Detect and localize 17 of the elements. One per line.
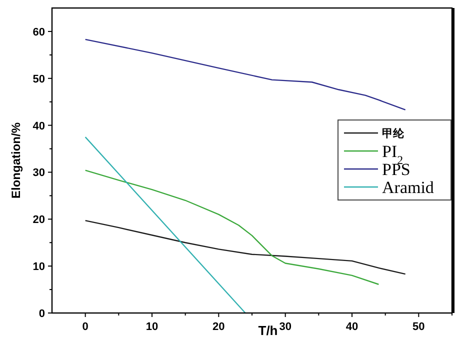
x-tick-label: 50 <box>412 321 425 333</box>
x-tick-label: 20 <box>212 321 225 333</box>
legend-label: 甲纶 <box>382 127 405 140</box>
x-tick-label: 0 <box>82 321 88 333</box>
legend-label: Aramid <box>382 178 434 197</box>
y-tick-label: 0 <box>38 308 45 320</box>
y-tick-label: 60 <box>32 26 45 38</box>
x-tick-label: 10 <box>146 321 158 333</box>
y-tick-label: 50 <box>32 73 45 86</box>
y-tick-label: 40 <box>32 120 45 132</box>
x-axis-title: T/h <box>258 323 278 338</box>
y-axis-title: Elongation/% <box>9 122 23 198</box>
y-tick-label: 30 <box>32 167 45 180</box>
x-tick-label: 30 <box>279 321 292 333</box>
y-tick-label: 10 <box>32 261 45 274</box>
y-tick-label: 20 <box>32 214 45 226</box>
x-tick-label: 40 <box>346 321 358 333</box>
